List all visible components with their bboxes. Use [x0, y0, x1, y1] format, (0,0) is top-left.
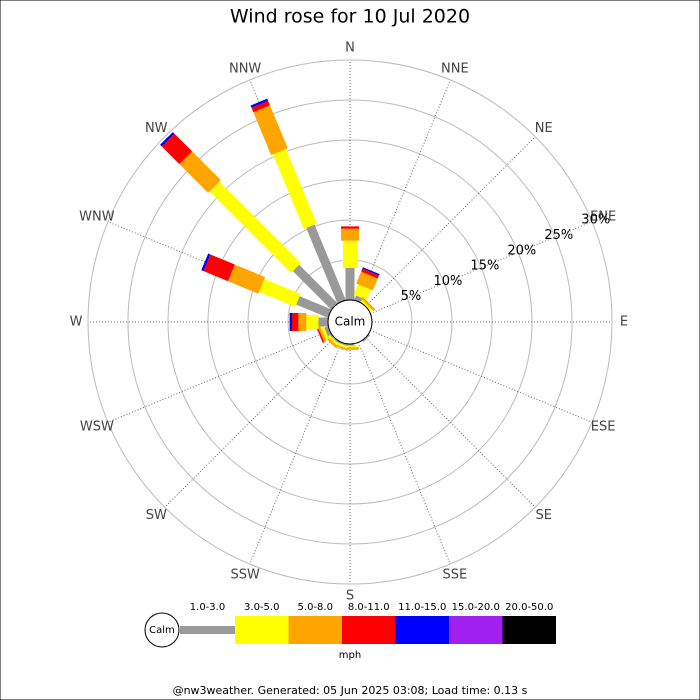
legend-swatch — [342, 616, 396, 644]
bar-segment — [318, 317, 328, 327]
bar-segment — [203, 254, 235, 282]
calm-circle — [327, 299, 373, 345]
bar-segment — [250, 98, 269, 108]
direction-label: NE — [535, 121, 553, 136]
direction-label: NNE — [441, 61, 469, 76]
direction-label: NW — [145, 121, 168, 136]
bar-segment — [160, 132, 175, 147]
bar-segment — [258, 278, 301, 307]
bar-segment — [201, 253, 211, 272]
bar-segment — [317, 324, 327, 343]
bar-segment — [353, 284, 372, 300]
footer: @nw3weather. Generated: 05 Jun 2025 03:0… — [173, 684, 528, 697]
bar-segment — [253, 105, 288, 156]
grid-ring — [127, 99, 573, 545]
bar-segment — [336, 340, 346, 346]
direction-label: N — [345, 41, 355, 56]
spoke — [164, 337, 335, 508]
direction-label: ENE — [590, 210, 616, 225]
direction-label: SSW — [230, 568, 260, 583]
bar-segment — [341, 228, 359, 241]
r-tick-label: 10% — [433, 274, 462, 289]
direction-label: SW — [146, 508, 167, 523]
direction-label: WNW — [79, 210, 115, 225]
legend-label: 15.0-20.0 — [452, 602, 500, 613]
unit-label: mph — [339, 650, 361, 661]
bar-segment — [326, 333, 339, 346]
bar-segment — [361, 268, 379, 279]
r-tick-label: 30% — [581, 213, 610, 228]
legend-label: 5.0-8.0 — [298, 602, 333, 613]
spoke — [370, 329, 593, 423]
bar-segment — [296, 296, 332, 318]
bar-segment — [315, 325, 325, 344]
bar-segment — [251, 100, 270, 113]
legend-label: 8.0-11.0 — [348, 602, 390, 613]
bar-segment — [356, 271, 378, 291]
bar-segment — [360, 299, 373, 312]
legend-swatch — [502, 616, 556, 644]
direction-label: SSE — [442, 568, 467, 583]
bar-segment — [324, 326, 332, 337]
bar-segment — [306, 224, 346, 304]
legend-calm — [144, 612, 180, 648]
bar-segment — [320, 325, 329, 340]
bar-segment — [345, 344, 355, 346]
bar-segment — [161, 133, 193, 165]
chart-title: Wind rose for 10 Jul 2020 — [230, 6, 470, 28]
r-tick-label: 20% — [507, 243, 536, 258]
spoke — [365, 337, 536, 508]
spoke — [249, 342, 343, 565]
legend-calm-label: Calm — [149, 625, 175, 636]
legend-swatch — [449, 616, 503, 644]
legend-label: 1.0-3.0 — [190, 602, 225, 613]
direction-label: S — [346, 589, 354, 604]
calm-label: Calm — [335, 315, 366, 329]
legend-label: 11.0-15.0 — [398, 602, 446, 613]
bar-segment — [341, 226, 359, 229]
legend-swatch — [288, 616, 342, 644]
bar-segment — [345, 268, 355, 300]
spoke — [357, 79, 451, 302]
grid-ring — [87, 59, 613, 585]
r-tick-label: 5% — [401, 289, 422, 304]
bar-segment — [306, 315, 319, 329]
bar-segment — [360, 296, 376, 312]
legend-label: 3.0-5.0 — [244, 602, 279, 613]
spoke — [370, 221, 593, 315]
grid-ring — [247, 219, 453, 425]
bar-segment — [179, 151, 221, 193]
bar-segment — [292, 264, 338, 310]
spoke — [357, 342, 451, 565]
bar-segment — [272, 148, 317, 229]
legend-label: 20.0-50.0 — [505, 602, 553, 613]
direction-label: NNW — [229, 61, 261, 76]
bar-segment — [362, 267, 380, 276]
bar-segment — [227, 264, 266, 294]
bar-segment — [289, 313, 292, 331]
bar-segment — [209, 181, 301, 273]
spoke — [365, 136, 536, 307]
r-tick-label: 25% — [544, 228, 573, 243]
direction-label: ESE — [591, 419, 616, 434]
direction-label: E — [620, 315, 628, 330]
bar-segment — [343, 240, 357, 268]
bar-segment — [298, 313, 307, 331]
direction-label: WSW — [80, 419, 114, 434]
spoke — [107, 329, 330, 423]
legend-swatch — [395, 616, 449, 644]
bar-segment — [292, 313, 299, 331]
bar-segment — [362, 334, 370, 342]
direction-label: SE — [536, 508, 552, 523]
legend-swatch — [180, 626, 235, 634]
r-tick-label: 15% — [470, 259, 499, 274]
legend-swatch — [235, 616, 289, 644]
direction-label: W — [70, 315, 83, 330]
bar-segment — [330, 334, 338, 342]
